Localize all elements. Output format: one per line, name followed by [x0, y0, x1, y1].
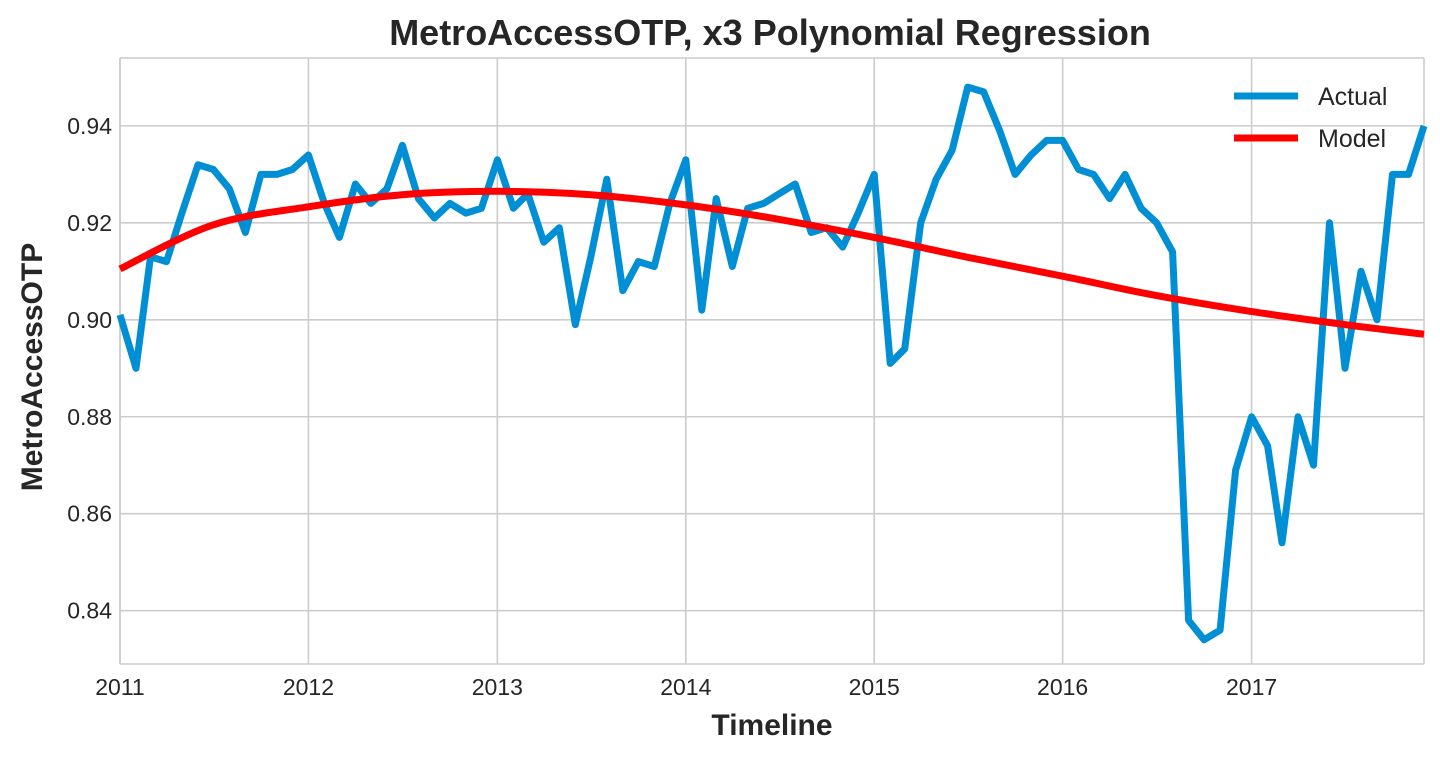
- x-tick-labels: 2011 2012 2013 2014 2015 2016 2017: [95, 674, 1277, 700]
- grid: [119, 58, 1424, 664]
- x-tick-label: 2015: [849, 674, 900, 700]
- x-tick-label: 2011: [95, 674, 144, 700]
- x-tick-label: 2016: [1037, 674, 1088, 700]
- y-axis-label: MetroAccessOTP: [16, 243, 49, 491]
- chart-title: MetroAccessOTP, x3 Polynomial Regression: [389, 12, 1151, 53]
- legend: Actual Model: [1234, 83, 1387, 153]
- y-tick-label: 0.88: [67, 404, 112, 430]
- x-axis-label: Timeline: [711, 709, 832, 742]
- y-tick-label: 0.84: [67, 598, 112, 624]
- y-tick-labels: 0.84 0.86 0.88 0.90 0.92 0.94: [67, 113, 112, 624]
- x-tick-label: 2012: [283, 674, 334, 700]
- x-tick-label: 2013: [472, 674, 523, 700]
- y-tick-label: 0.86: [67, 501, 112, 527]
- series-line-actual: [116, 83, 1428, 644]
- series-line-model: [118, 187, 1425, 338]
- y-tick-label: 0.90: [67, 307, 112, 333]
- axes-frame: [119, 57, 1425, 665]
- legend-label-actual: Actual: [1318, 83, 1387, 111]
- y-tick-label: 0.92: [67, 210, 112, 236]
- legend-label-model: Model: [1318, 125, 1386, 153]
- series-layer: [116, 83, 1428, 644]
- x-tick-label: 2014: [660, 674, 711, 700]
- y-tick-label: 0.94: [67, 113, 112, 139]
- x-tick-label: 2017: [1226, 674, 1277, 700]
